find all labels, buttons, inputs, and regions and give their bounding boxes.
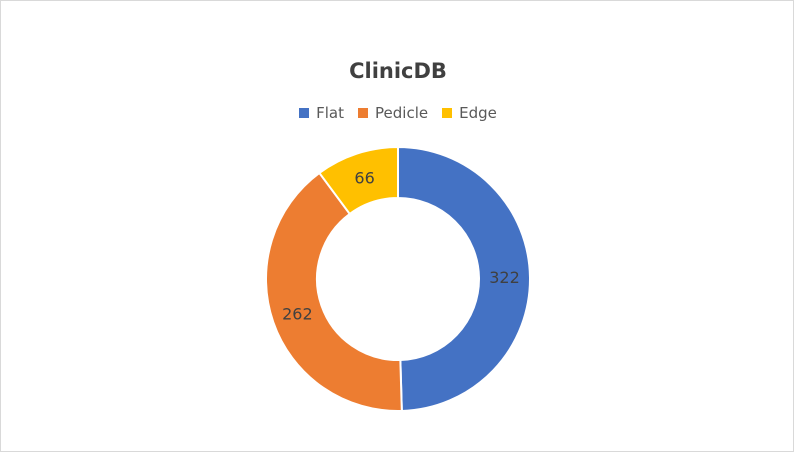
chart-legend: Flat Pedicle Edge bbox=[1, 104, 794, 122]
legend-label-pedicle: Pedicle bbox=[375, 104, 429, 122]
data-label-flat: 322 bbox=[489, 268, 520, 287]
chart-title: ClinicDB bbox=[349, 59, 447, 83]
legend-swatch-flat bbox=[299, 108, 310, 118]
data-label-edge: 66 bbox=[354, 168, 374, 187]
legend-label-edge: Edge bbox=[459, 104, 497, 122]
legend-item-flat: Flat bbox=[299, 104, 344, 122]
legend-swatch-edge bbox=[442, 108, 453, 118]
donut-slice-pedicle bbox=[265, 171, 403, 412]
legend-item-pedicle: Pedicle bbox=[358, 104, 428, 122]
donut-data-labels: 322 262 66 bbox=[282, 168, 520, 323]
donut-slice-edge bbox=[317, 145, 399, 216]
legend-swatch-pedicle bbox=[358, 108, 369, 118]
legend-label-flat: Flat bbox=[316, 104, 345, 122]
donut-slices bbox=[265, 145, 531, 412]
donut-slice-flat bbox=[397, 145, 531, 412]
legend-item-edge: Edge bbox=[442, 104, 497, 122]
data-label-pedicle: 262 bbox=[282, 304, 313, 323]
